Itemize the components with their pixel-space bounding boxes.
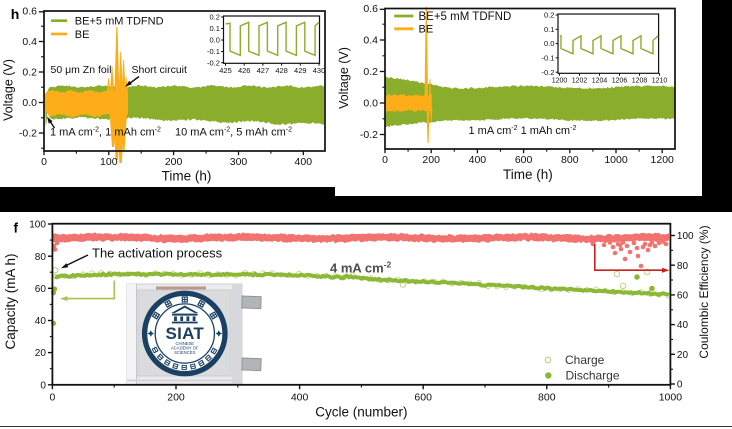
- svg-text:0.2: 0.2: [544, 11, 554, 20]
- svg-text:Charge: Charge: [565, 353, 605, 367]
- svg-text:200: 200: [165, 156, 183, 168]
- svg-text:Discharge: Discharge: [566, 369, 620, 383]
- svg-text:0.1: 0.1: [209, 24, 219, 33]
- svg-text:0.0: 0.0: [22, 97, 37, 109]
- svg-text:Coulombic Efficiency (%): Coulombic Efficiency (%): [697, 225, 711, 358]
- svg-text:ACADEMY OF: ACADEMY OF: [171, 345, 199, 350]
- svg-text:430: 430: [313, 66, 326, 75]
- svg-text:50 μm Zn foil: 50 μm Zn foil: [51, 64, 112, 76]
- svg-text:BE: BE: [419, 24, 434, 36]
- svg-text:The activation process: The activation process: [92, 246, 223, 261]
- svg-text:80: 80: [677, 261, 689, 272]
- svg-text:40: 40: [677, 320, 689, 331]
- svg-text:-0.1: -0.1: [207, 47, 220, 56]
- svg-text:Time (h): Time (h): [162, 169, 212, 184]
- svg-text:1204: 1204: [592, 78, 608, 85]
- svg-text:60: 60: [677, 291, 689, 302]
- svg-text:20: 20: [35, 348, 47, 359]
- svg-text:Cycle (number): Cycle (number): [315, 405, 407, 420]
- svg-text:100: 100: [677, 231, 694, 242]
- svg-text:Time (h): Time (h): [503, 167, 553, 182]
- svg-text:-0.1: -0.1: [541, 54, 554, 63]
- svg-text:200: 200: [167, 392, 185, 404]
- svg-text:-0.2: -0.2: [207, 59, 220, 68]
- svg-text:0: 0: [382, 154, 388, 166]
- svg-text:425: 425: [219, 66, 232, 75]
- svg-text:300: 300: [230, 156, 248, 168]
- svg-text:-0.2: -0.2: [541, 68, 554, 77]
- svg-text:0.0: 0.0: [209, 36, 219, 45]
- svg-text:BE+5 mM TDFND: BE+5 mM TDFND: [75, 15, 164, 27]
- svg-text:600: 600: [414, 392, 432, 404]
- svg-text:CHINESE: CHINESE: [175, 341, 194, 346]
- svg-text:40: 40: [35, 316, 47, 327]
- svg-text:0.6: 0.6: [22, 6, 37, 18]
- svg-text:1000: 1000: [659, 392, 683, 404]
- svg-text:1210: 1210: [652, 78, 668, 85]
- svg-text:800: 800: [561, 154, 579, 166]
- svg-text:h: h: [11, 6, 20, 22]
- svg-text:0.4: 0.4: [363, 35, 378, 47]
- svg-text:Capacity (mA h): Capacity (mA h): [3, 253, 18, 349]
- svg-text:426: 426: [238, 66, 251, 75]
- svg-text:1208: 1208: [632, 78, 648, 85]
- svg-text:427: 427: [257, 66, 270, 75]
- svg-text:1206: 1206: [612, 78, 628, 85]
- svg-text:BE: BE: [75, 29, 90, 41]
- svg-text:Short circuit: Short circuit: [132, 64, 188, 76]
- svg-text:20: 20: [677, 350, 689, 361]
- svg-text:200: 200: [422, 154, 440, 166]
- svg-text:0.2: 0.2: [363, 66, 378, 78]
- svg-text:0: 0: [41, 156, 47, 168]
- svg-text:0.0: 0.0: [363, 98, 378, 110]
- svg-text:f: f: [14, 221, 19, 236]
- svg-text:BE+5 mM TDFND: BE+5 mM TDFND: [419, 11, 512, 23]
- svg-text:1202: 1202: [572, 78, 588, 85]
- svg-text:0: 0: [677, 380, 683, 391]
- svg-text:60: 60: [35, 284, 47, 295]
- svg-text:Voltage (V): Voltage (V): [337, 47, 351, 109]
- svg-text:0: 0: [40, 380, 46, 391]
- svg-text:1 mA cm-2 1 mAh cm-2: 1 mA cm-2 1 mAh cm-2: [469, 125, 577, 137]
- svg-text:0.4: 0.4: [22, 36, 37, 48]
- svg-text:600: 600: [515, 154, 533, 166]
- svg-text:428: 428: [275, 66, 288, 75]
- svg-text:100: 100: [100, 156, 118, 168]
- svg-text:1000: 1000: [604, 154, 628, 166]
- svg-text:80: 80: [35, 252, 47, 263]
- svg-text:1200: 1200: [552, 78, 568, 85]
- svg-text:0: 0: [49, 392, 55, 404]
- svg-text:100: 100: [29, 220, 46, 231]
- svg-text:10 mA cm-2, 5 mAh cm-2: 10 mA cm-2, 5 mAh cm-2: [175, 127, 292, 139]
- svg-text:1200: 1200: [651, 154, 675, 166]
- svg-text:1 mA cm-2, 1 mAh cm-2: 1 mA cm-2, 1 mAh cm-2: [50, 127, 161, 139]
- svg-text:SIAT: SIAT: [165, 324, 204, 343]
- svg-text:400: 400: [469, 154, 487, 166]
- svg-text:4 mA cm-2: 4 mA cm-2: [330, 260, 392, 276]
- svg-text:0.1: 0.1: [544, 25, 554, 34]
- svg-text:429: 429: [294, 66, 307, 75]
- svg-text:-0.2: -0.2: [19, 128, 37, 140]
- svg-text:800: 800: [538, 392, 556, 404]
- svg-text:0.6: 0.6: [363, 3, 378, 15]
- svg-text:0.2: 0.2: [22, 67, 37, 79]
- svg-text:0.2: 0.2: [209, 13, 219, 22]
- svg-text:400: 400: [295, 156, 313, 168]
- svg-text:400: 400: [291, 392, 309, 404]
- svg-text:-0.2: -0.2: [360, 129, 378, 141]
- svg-text:Voltage (V): Voltage (V): [2, 59, 16, 121]
- svg-text:SCIENCES: SCIENCES: [174, 350, 196, 355]
- svg-text:0.0: 0.0: [544, 39, 554, 48]
